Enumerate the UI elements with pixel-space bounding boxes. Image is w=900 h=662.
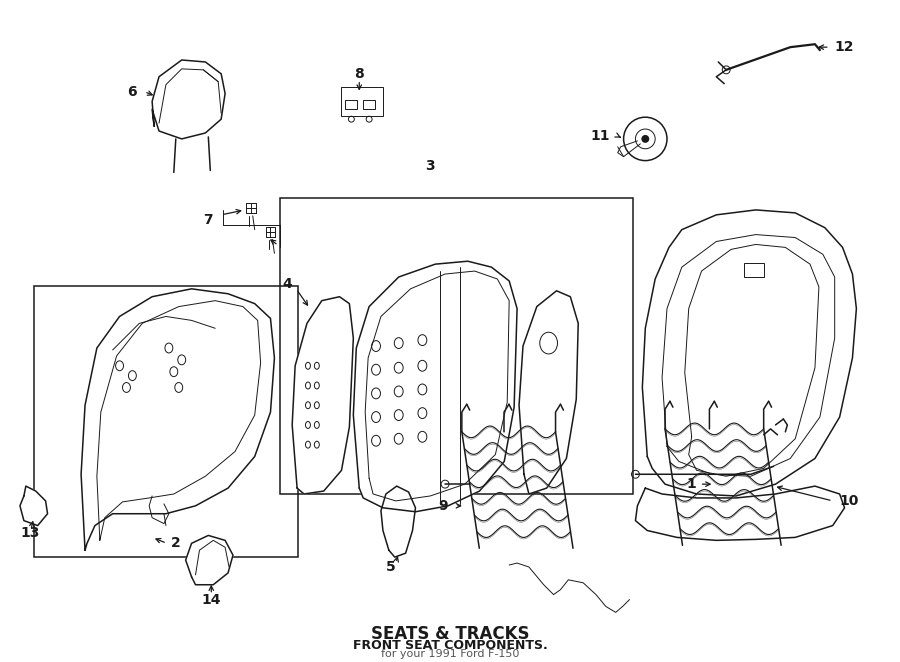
Text: 11: 11 bbox=[590, 129, 610, 143]
Bar bbox=[280, 198, 634, 494]
Polygon shape bbox=[81, 289, 274, 550]
Text: FRONT SEAT COMPONENTS.: FRONT SEAT COMPONENTS. bbox=[353, 639, 547, 652]
Text: 9: 9 bbox=[438, 499, 448, 513]
Text: 6: 6 bbox=[128, 85, 137, 99]
Text: 10: 10 bbox=[840, 494, 859, 508]
Text: SEATS & TRACKS: SEATS & TRACKS bbox=[371, 625, 529, 643]
Polygon shape bbox=[152, 60, 225, 139]
Bar bbox=[364, 101, 375, 109]
Circle shape bbox=[642, 135, 649, 143]
Polygon shape bbox=[519, 291, 578, 494]
Polygon shape bbox=[643, 210, 857, 496]
Text: 8: 8 bbox=[355, 67, 365, 81]
Text: 4: 4 bbox=[283, 277, 293, 291]
Polygon shape bbox=[246, 203, 256, 213]
Polygon shape bbox=[354, 261, 518, 512]
Text: 13: 13 bbox=[20, 526, 40, 540]
Text: 12: 12 bbox=[834, 40, 854, 54]
Bar bbox=[33, 286, 298, 557]
Polygon shape bbox=[20, 486, 48, 526]
Bar bbox=[744, 263, 764, 277]
Polygon shape bbox=[292, 297, 354, 494]
Text: 2: 2 bbox=[171, 536, 181, 550]
Polygon shape bbox=[185, 536, 233, 585]
Text: 5: 5 bbox=[386, 560, 396, 574]
Polygon shape bbox=[381, 486, 416, 557]
Bar bbox=[346, 101, 357, 109]
Polygon shape bbox=[266, 227, 275, 236]
Text: 3: 3 bbox=[426, 158, 435, 173]
Text: 7: 7 bbox=[203, 213, 213, 227]
Text: 1: 1 bbox=[687, 477, 697, 491]
Text: 14: 14 bbox=[202, 592, 221, 606]
Polygon shape bbox=[635, 486, 844, 540]
Text: for your 1991 Ford F-150: for your 1991 Ford F-150 bbox=[381, 649, 519, 659]
